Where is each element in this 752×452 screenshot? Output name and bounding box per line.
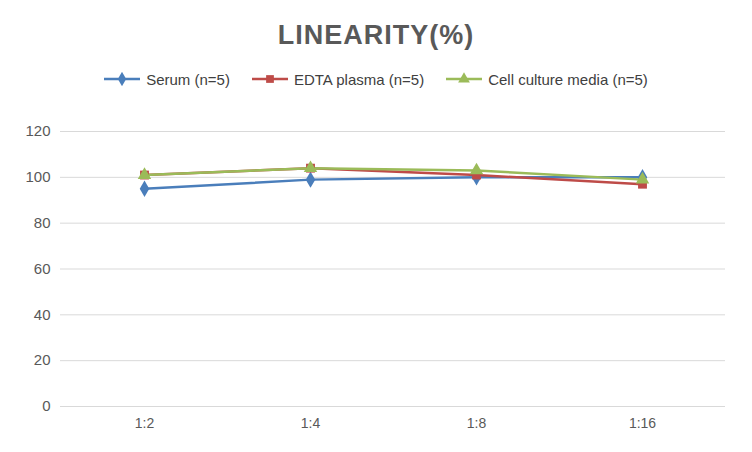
svg-text:40: 40 bbox=[34, 306, 51, 323]
svg-text:100: 100 bbox=[25, 168, 50, 185]
svg-text:80: 80 bbox=[34, 214, 51, 231]
html-text:Serum (n=5): Serum (n=5) bbox=[146, 70, 230, 88]
svg-text:120: 120 bbox=[25, 122, 50, 139]
svg-text:0: 0 bbox=[42, 397, 50, 414]
svg-text:1:2: 1:2 bbox=[135, 415, 155, 431]
html-text:EDTA plasma (n=5): EDTA plasma (n=5) bbox=[294, 70, 425, 88]
html-text:LINEARITY(%): LINEARITY(%) bbox=[277, 20, 475, 50]
svg-text:1:16: 1:16 bbox=[629, 415, 656, 431]
svg-text:20: 20 bbox=[34, 351, 51, 368]
svg-text:1:4: 1:4 bbox=[301, 415, 321, 431]
svg-text:60: 60 bbox=[34, 260, 51, 277]
svg-text:1:8: 1:8 bbox=[467, 415, 487, 431]
html-text:Cell culture media (n=5): Cell culture media (n=5) bbox=[488, 70, 648, 88]
